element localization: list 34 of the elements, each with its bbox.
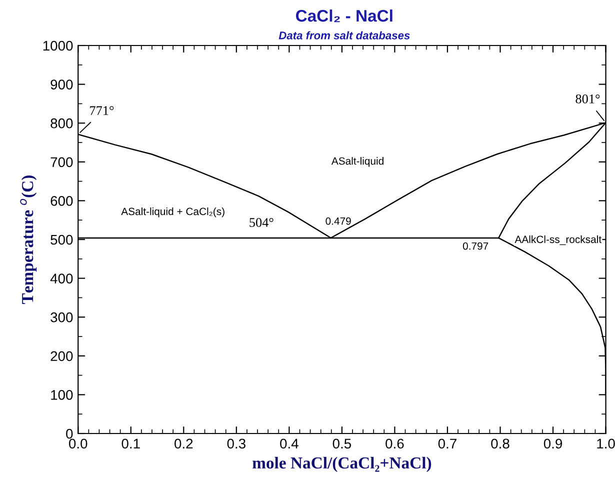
x-tick-label: 0.1 bbox=[122, 438, 140, 449]
annotation: 771° bbox=[90, 106, 114, 115]
y-tick-label: 400 bbox=[50, 274, 73, 284]
annotation: 0.479 bbox=[326, 217, 351, 225]
x-tick-label: 0.7 bbox=[438, 438, 456, 449]
annotation: ASalt-liquid bbox=[331, 157, 384, 167]
y-tick-label: 1000 bbox=[43, 40, 73, 51]
annotation: ASalt-liquid + CaCl₂(s) bbox=[121, 207, 224, 218]
y-axis-title: Temperature $^{o}$(C) bbox=[20, 176, 37, 304]
x-tick-label: 0.2 bbox=[174, 438, 193, 449]
annotation: 504° bbox=[250, 218, 274, 227]
chart-subtitle: Data from salt databases bbox=[278, 31, 410, 40]
y-tick-label: 600 bbox=[50, 196, 73, 206]
x-axis-title: mole NaCl/(CaCl₂+NaCl) bbox=[252, 456, 432, 472]
x-tick-label: 0.3 bbox=[227, 438, 246, 449]
y-tick-label: 0 bbox=[66, 428, 73, 439]
annotation: 801° bbox=[576, 94, 600, 104]
y-tick-label: 200 bbox=[50, 351, 73, 362]
x-tick-label: 0.0 bbox=[68, 438, 88, 449]
x-tick-label: 0.6 bbox=[386, 438, 404, 449]
y-tick-label: 100 bbox=[51, 390, 73, 400]
x-tick-label: 0.8 bbox=[491, 438, 510, 449]
x-tick-label: 0.4 bbox=[280, 438, 298, 449]
y-tick-label: 900 bbox=[50, 80, 73, 90]
x-tick-label: 0.5 bbox=[332, 438, 352, 449]
y-tick-label: 500 bbox=[50, 234, 73, 245]
y-tick-label: 300 bbox=[50, 312, 73, 322]
y-tick-label: 700 bbox=[50, 157, 73, 168]
x-tick-label: 1.0 bbox=[597, 438, 615, 449]
x-tick-label: 0.9 bbox=[544, 438, 562, 449]
y-tick-label: 800 bbox=[50, 118, 73, 128]
annotation: 0.797 bbox=[462, 242, 488, 250]
annotation: AAlkCl-ss_rocksalt bbox=[514, 235, 602, 246]
chart-title: CaCl₂ - NaCl bbox=[296, 9, 392, 22]
